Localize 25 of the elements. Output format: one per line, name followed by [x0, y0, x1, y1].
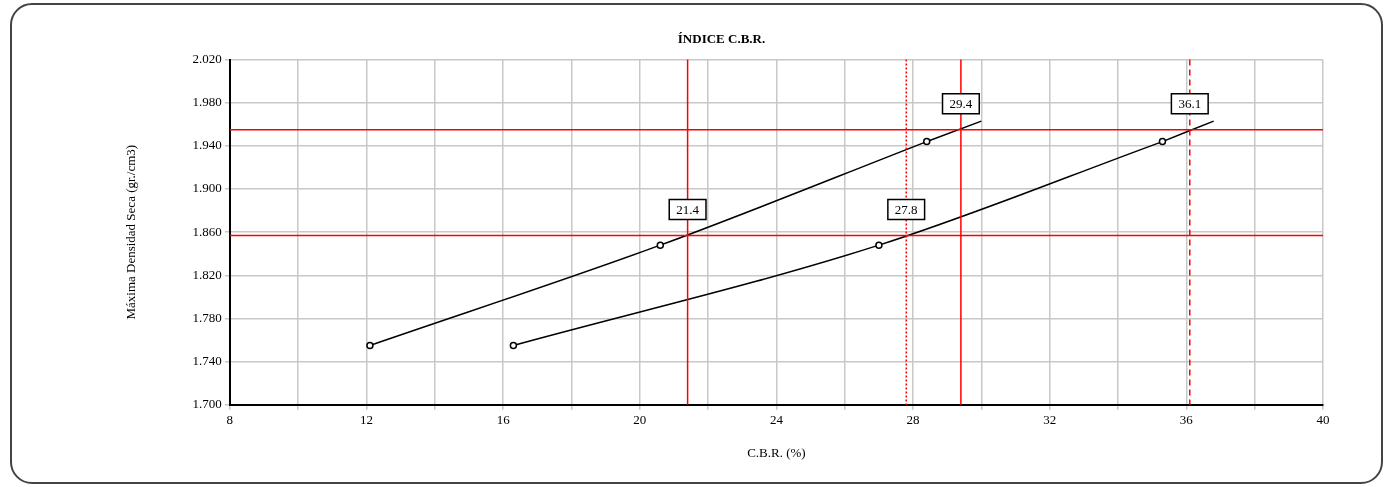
y-tick-label: 1.900: [192, 180, 222, 196]
annotation: 36.1: [1178, 96, 1202, 112]
annotation: 27.8: [894, 201, 918, 217]
y-tick-label: 1.740: [192, 353, 222, 369]
x-tick-label: 8: [226, 412, 234, 428]
x-tick-label: 36: [1179, 412, 1194, 428]
y-tick-label: 1.780: [192, 309, 222, 325]
chart-title: ÍNDICE C.B.R.: [677, 31, 766, 47]
x-tick-label: 20: [633, 412, 647, 428]
x-tick-label: 12: [359, 412, 373, 428]
x-tick-label: 40: [1316, 412, 1330, 428]
y-tick-label: 1.940: [192, 137, 222, 153]
x-tick-label: 24: [769, 412, 784, 428]
x-axis-title: C.B.R. (%): [747, 444, 806, 460]
annotation: 21.4: [676, 201, 700, 217]
x-tick-label: 16: [496, 412, 511, 428]
y-tick-label: 1.860: [192, 223, 222, 239]
x-tick-label: 32: [1043, 412, 1057, 428]
y-tick-label: 1.980: [192, 94, 222, 110]
y-axis-title: Máxima Densidad Seca (gr./cm3): [123, 144, 139, 320]
y-tick-label: 1.700: [192, 396, 222, 412]
y-tick-label: 1.820: [192, 266, 222, 282]
x-tick-label: 28: [906, 412, 920, 428]
y-tick-label: 2.020: [192, 51, 222, 67]
annotation: 29.4: [949, 96, 973, 112]
